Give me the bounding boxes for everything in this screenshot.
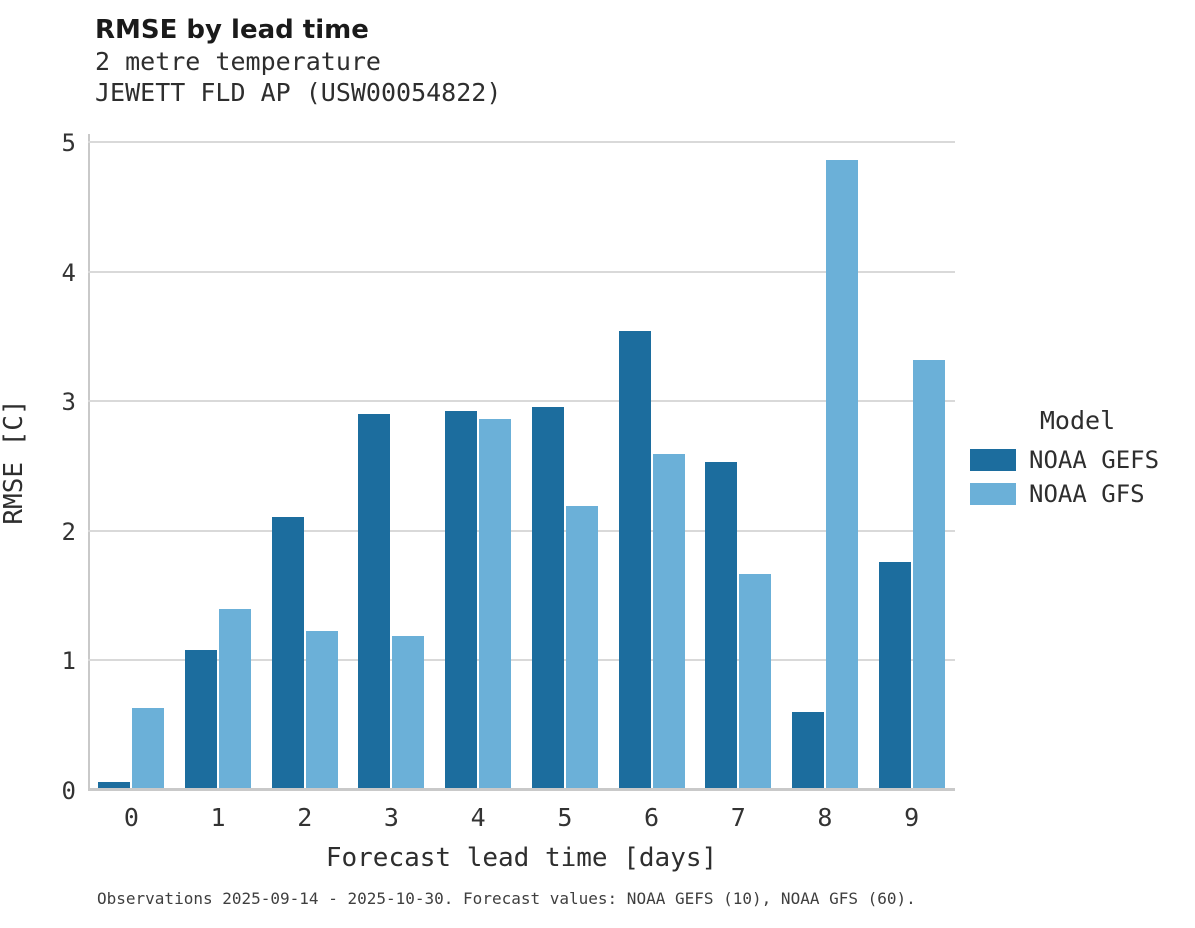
gridline-y-1 [88,659,955,662]
bar-noaa-gfs-lead-4 [479,419,512,788]
x-tick-label-0: 0 [123,803,139,832]
legend-item-noaa-gfs: NOAA GFS [970,477,1185,511]
chart-subtitle-station: JEWETT FLD AP (USW00054822) [95,78,502,107]
bar-group-lead-7 [695,134,782,788]
bar-group-lead-0 [88,134,175,788]
bar-group-lead-1 [175,134,262,788]
bar-noaa-gefs-lead-3 [358,413,391,788]
y-axis-ticks: 0 1 2 3 4 5 [0,129,76,805]
bar-noaa-gfs-lead-9 [912,359,945,788]
x-tick-label-5: 5 [557,803,573,832]
x-tick-label-8: 8 [817,803,833,832]
y-tick-label-3: 3 [61,388,76,417]
bar-noaa-gefs-lead-0 [98,781,131,788]
x-tick-label-4: 4 [470,803,486,832]
legend-swatch-noaa-gfs [970,483,1016,505]
bar-noaa-gfs-lead-5 [565,505,598,788]
plot-area [88,134,955,791]
x-tick-label-7: 7 [730,803,746,832]
bar-noaa-gefs-lead-9 [878,562,911,788]
chart-header: RMSE by lead time 2 metre temperature JE… [95,14,501,108]
x-tick-label-3: 3 [383,803,399,832]
bar-group-lead-6 [608,134,695,788]
bar-group-lead-4 [435,134,522,788]
bar-noaa-gefs-lead-8 [791,711,824,788]
x-tick-label-9: 9 [904,803,920,832]
gridline-y-5 [88,141,955,144]
bar-noaa-gefs-lead-2 [271,517,304,788]
y-tick-label-1: 1 [61,647,76,676]
chart-subtitle-variable: 2 metre temperature [95,47,381,76]
bar-group-lead-5 [522,134,609,788]
bar-noaa-gfs-lead-8 [825,159,858,788]
bar-noaa-gfs-lead-1 [219,608,252,788]
legend-item-noaa-gefs: NOAA GEFS [970,443,1185,477]
bar-noaa-gfs-lead-6 [652,453,685,788]
y-tick-label-0: 0 [61,777,76,805]
bar-noaa-gefs-lead-6 [618,331,651,788]
bar-noaa-gefs-lead-1 [185,649,218,788]
legend-title: Model [1039,406,1116,435]
gridline-y-2 [88,529,955,532]
bar-noaa-gefs-lead-5 [531,407,564,788]
legend-label-noaa-gfs: NOAA GFS [1029,480,1145,508]
bar-group-lead-8 [782,134,869,788]
bar-noaa-gfs-lead-0 [132,708,165,788]
y-tick-label-2: 2 [61,517,76,546]
bar-noaa-gefs-lead-7 [705,461,738,788]
gridline-y-4 [88,270,955,273]
x-axis-label: Forecast lead time [days] [325,843,718,873]
x-tick-label-6: 6 [644,803,660,832]
gridline-y-3 [88,400,955,403]
y-axis-spine [88,134,90,791]
bar-noaa-gefs-lead-4 [445,411,478,788]
x-axis-spine [88,788,955,791]
legend: Model NOAA GEFS NOAA GFS [970,406,1185,511]
bar-group-lead-9 [868,134,955,788]
bar-noaa-gfs-lead-3 [392,635,425,788]
caption: Observations 2025-09-14 - 2025-10-30. Fo… [97,889,916,908]
bar-noaa-gfs-lead-2 [305,630,338,788]
legend-swatch-noaa-gefs [970,449,1016,471]
x-axis-ticks: 0 1 2 3 4 5 6 7 8 9 [88,803,955,833]
y-tick-label-5: 5 [61,129,76,158]
bar-group-lead-2 [261,134,348,788]
chart-title: RMSE by lead time [95,15,369,45]
bar-group-lead-3 [348,134,435,788]
x-tick-label-2: 2 [297,803,313,832]
legend-label-noaa-gefs: NOAA GEFS [1029,446,1160,474]
x-tick-label-1: 1 [210,803,226,832]
y-tick-label-4: 4 [61,258,76,287]
bar-noaa-gfs-lead-7 [739,573,772,788]
